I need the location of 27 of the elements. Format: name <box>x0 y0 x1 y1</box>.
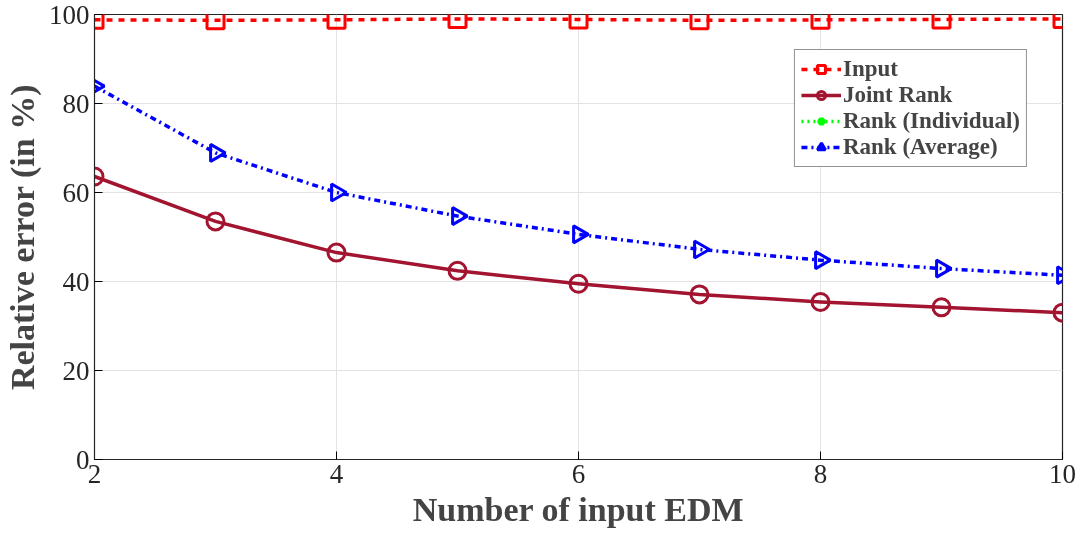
point <box>209 142 227 163</box>
legend-label: Rank (Average) <box>842 134 998 160</box>
point <box>451 206 469 227</box>
legend-label: Joint Rank <box>842 82 953 108</box>
legend-label: Rank (Individual) <box>842 108 1020 134</box>
point <box>810 14 831 30</box>
y-tick-label: 0 <box>76 444 90 475</box>
point <box>568 273 589 294</box>
point <box>689 284 710 305</box>
point <box>689 14 710 31</box>
legend-label: Input <box>842 56 898 82</box>
y-axis-title: Relative error (in %) <box>4 84 42 391</box>
point <box>330 182 348 203</box>
y-tick-label: 80 <box>62 88 90 119</box>
x-tick-label: 6 <box>571 458 586 489</box>
point <box>447 260 468 281</box>
point <box>572 224 590 245</box>
point <box>931 297 952 318</box>
x-tick-label: 10 <box>1049 458 1076 489</box>
y-tick-label: 100 <box>49 0 90 30</box>
x-axis-title: Number of input EDM <box>412 490 744 528</box>
y-tick-label: 60 <box>62 177 90 208</box>
x-tick-label: 4 <box>329 458 344 489</box>
point <box>810 291 831 312</box>
y-tick-label: 20 <box>62 355 90 386</box>
y-tick-label: 40 <box>62 266 90 297</box>
x-tick-label: 8 <box>813 458 828 489</box>
